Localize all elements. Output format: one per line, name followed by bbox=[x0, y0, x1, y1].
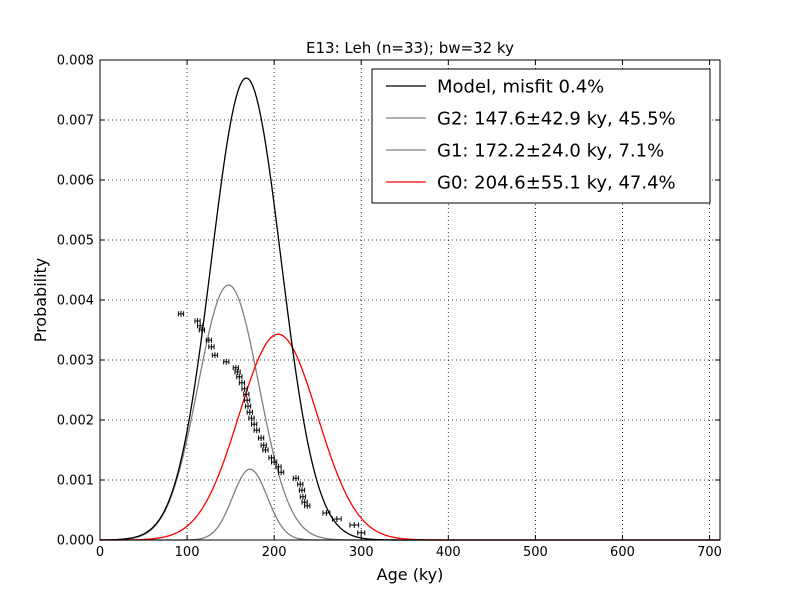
x-axis-label: Age (ky) bbox=[377, 565, 444, 584]
x-tick-label: 300 bbox=[349, 545, 374, 560]
data-point bbox=[262, 447, 269, 453]
legend-entry: Model, misfit 0.4% bbox=[386, 77, 604, 98]
legend: Model, misfit 0.4% G2: 147.6±42.9 ky, 45.… bbox=[371, 68, 711, 204]
x-tick-label: 200 bbox=[262, 545, 287, 560]
data-point bbox=[257, 435, 265, 441]
y-axis-ticks: 0.000 0.001 0.002 0.003 0.004 0.005 0.006 0.007… bbox=[57, 54, 720, 549]
data-point bbox=[243, 391, 250, 398]
y-tick-label: 0.003 bbox=[57, 354, 94, 369]
data-points bbox=[177, 310, 366, 536]
legend-entry: G0: 204.6±55.1 ky, 47.4% bbox=[386, 173, 676, 194]
data-point bbox=[278, 469, 285, 476]
data-point bbox=[322, 510, 331, 516]
y-tick-label: 0.008 bbox=[57, 54, 94, 69]
data-point bbox=[198, 327, 205, 333]
data-point bbox=[244, 403, 252, 410]
data-point bbox=[234, 369, 241, 375]
data-point bbox=[357, 529, 366, 536]
y-tick-label: 0.000 bbox=[57, 534, 94, 549]
data-point bbox=[177, 310, 185, 317]
legend-entry: G2: 147.6±42.9 ky, 45.5% bbox=[386, 109, 676, 130]
data-point bbox=[248, 415, 255, 422]
data-point bbox=[205, 337, 212, 344]
data-point bbox=[197, 322, 204, 329]
data-point bbox=[246, 409, 253, 416]
y-tick-label: 0.005 bbox=[57, 234, 94, 249]
y-tick-label: 0.002 bbox=[57, 414, 94, 429]
y-tick-label: 0.007 bbox=[57, 114, 94, 129]
x-tick-label: 500 bbox=[523, 545, 548, 560]
data-point bbox=[292, 475, 300, 482]
data-point bbox=[275, 463, 282, 470]
data-point bbox=[251, 421, 258, 428]
data-point bbox=[332, 516, 342, 522]
data-point bbox=[260, 442, 267, 449]
y-tick-label: 0.006 bbox=[57, 174, 94, 189]
data-point bbox=[194, 318, 201, 324]
data-point bbox=[241, 385, 248, 392]
data-point bbox=[208, 343, 215, 350]
chart-title: E13: Leh (n=33); bw=32 ky bbox=[306, 39, 514, 57]
x-tick-label: 700 bbox=[697, 545, 722, 560]
legend-label: Model, misfit 0.4% bbox=[437, 77, 604, 98]
y-tick-label: 0.004 bbox=[57, 294, 94, 309]
data-point bbox=[271, 459, 278, 465]
data-point bbox=[236, 373, 243, 380]
data-point bbox=[299, 493, 307, 500]
data-point bbox=[349, 522, 360, 528]
x-axis-ticks: 0 100 200 300 400 500 600 700 bbox=[96, 60, 722, 560]
legend-label: G1: 172.2±24.0 ky, 7.1% bbox=[437, 141, 664, 162]
data-point bbox=[223, 358, 230, 365]
data-point bbox=[244, 397, 251, 404]
y-tick-label: 0.001 bbox=[57, 474, 94, 489]
legend-label: G2: 147.6±42.9 ky, 45.5% bbox=[437, 109, 676, 130]
data-point bbox=[298, 487, 306, 494]
legend-entry: G1: 172.2±24.0 ky, 7.1% bbox=[386, 141, 664, 162]
data-point bbox=[253, 427, 260, 434]
data-point bbox=[238, 379, 246, 386]
x-tick-label: 600 bbox=[610, 545, 635, 560]
legend-box bbox=[371, 68, 711, 204]
y-axis-label: Probability bbox=[31, 258, 50, 343]
data-point bbox=[304, 502, 311, 509]
x-tick-label: 0 bbox=[96, 545, 104, 560]
data-point bbox=[232, 364, 239, 371]
x-tick-label: 100 bbox=[175, 545, 200, 560]
data-point bbox=[211, 352, 219, 359]
data-point bbox=[297, 481, 304, 488]
x-tick-label: 400 bbox=[436, 545, 461, 560]
legend-label: G0: 204.6±55.1 ky, 47.4% bbox=[437, 173, 676, 194]
